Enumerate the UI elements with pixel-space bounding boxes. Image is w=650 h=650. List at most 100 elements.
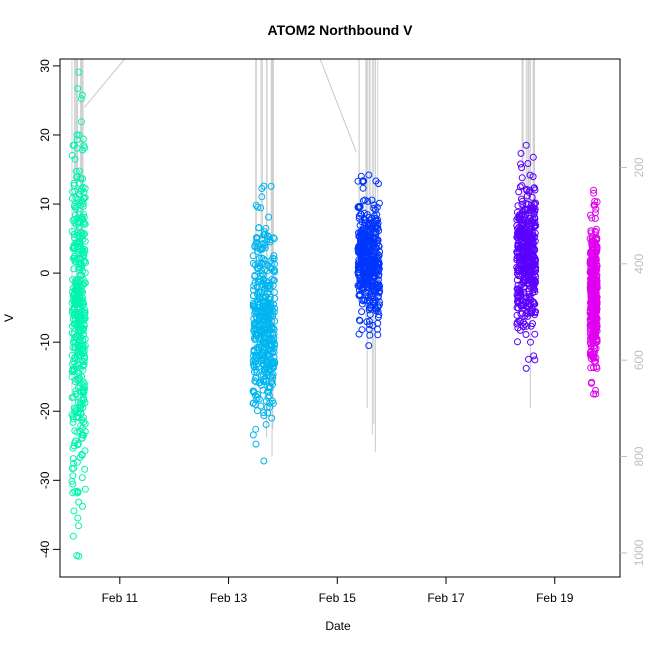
data-point: [520, 277, 528, 285]
data-point: [80, 382, 88, 390]
data-point: [70, 230, 78, 238]
data-point: [69, 338, 77, 346]
data-point: [525, 229, 533, 237]
data-point: [527, 338, 534, 346]
data-point: [369, 274, 376, 281]
data-point: [514, 267, 522, 275]
data-point: [587, 274, 595, 282]
data-point: [527, 322, 535, 330]
data-point: [68, 351, 76, 359]
data-point: [81, 279, 89, 287]
data-point: [586, 349, 594, 356]
data-point: [74, 85, 82, 93]
y-right-tick-label: 600: [632, 350, 646, 370]
data-point: [251, 324, 259, 332]
data-point: [588, 270, 596, 278]
data-point: [72, 362, 80, 370]
data-point: [514, 299, 522, 307]
data-point: [69, 532, 77, 540]
data-point: [252, 354, 260, 362]
data-point: [81, 465, 89, 473]
data-point: [358, 326, 366, 334]
data-point: [269, 312, 277, 320]
data-point: [365, 321, 373, 329]
depth-profile-lines: [71, 59, 536, 457]
data-point: [355, 316, 363, 324]
y-tick-label: 10: [38, 197, 52, 211]
data-point: [73, 292, 81, 299]
data-point: [251, 377, 259, 385]
data-point: [367, 263, 375, 271]
data-point: [74, 377, 82, 385]
data-point: [250, 302, 258, 310]
data-point: [357, 231, 365, 239]
data-point: [517, 160, 525, 168]
data-point: [76, 179, 84, 187]
data-point: [76, 167, 84, 175]
data-point: [252, 401, 259, 408]
data-point: [360, 216, 368, 224]
data-point: [359, 197, 367, 205]
data-point: [375, 271, 383, 279]
data-point: [70, 265, 78, 273]
data-point: [362, 224, 370, 232]
data-point: [70, 330, 78, 338]
data-point: [75, 320, 83, 328]
y-tick-label: -40: [38, 540, 52, 558]
data-point: [527, 269, 535, 277]
x-tick-label: Feb 15: [319, 591, 357, 605]
data-point: [366, 264, 374, 272]
data-point: [249, 360, 257, 368]
data-point: [81, 230, 88, 238]
data-point: [262, 421, 270, 428]
data-point: [590, 364, 597, 372]
data-point: [358, 308, 366, 316]
data-point: [69, 480, 77, 488]
data-point: [255, 288, 263, 296]
data-point: [252, 378, 260, 386]
data-point: [268, 397, 276, 405]
data-point: [372, 206, 379, 214]
data-point: [81, 248, 89, 255]
data-point: [360, 209, 368, 217]
data-point: [258, 193, 266, 201]
y-right-tick-label: 800: [632, 446, 646, 466]
data-point: [517, 149, 525, 157]
data-point: [360, 297, 368, 305]
data-point: [271, 340, 278, 347]
data-point: [263, 329, 270, 337]
data-point: [262, 292, 270, 300]
data-point: [517, 317, 524, 325]
data-point: [265, 233, 273, 241]
data-point: [522, 364, 530, 372]
data-point: [586, 329, 594, 337]
data-point: [254, 391, 262, 398]
data-point: [514, 338, 521, 346]
data-point: [513, 311, 521, 319]
data-point: [513, 318, 521, 326]
data-point: [364, 197, 372, 205]
data-point: [524, 160, 532, 167]
data-point: [76, 215, 84, 222]
data-point: [256, 246, 264, 253]
data-point: [515, 188, 523, 196]
data-point: [264, 312, 272, 320]
data-point: [365, 342, 373, 350]
data-point: [260, 228, 268, 236]
data-point: [518, 164, 526, 172]
data-point: [255, 275, 263, 283]
data-point: [593, 198, 601, 206]
data-point: [365, 317, 373, 325]
data-point: [531, 288, 539, 296]
data-point: [531, 223, 539, 230]
data-point: [529, 238, 537, 246]
data-point: [80, 142, 88, 150]
y-tick-label: 30: [38, 59, 52, 73]
data-point: [251, 355, 259, 363]
data-point: [251, 271, 259, 279]
plot-frame: [59, 58, 621, 578]
data-point: [525, 212, 533, 220]
data-point: [591, 294, 599, 302]
data-point: [531, 356, 539, 364]
data-point: [251, 243, 259, 251]
